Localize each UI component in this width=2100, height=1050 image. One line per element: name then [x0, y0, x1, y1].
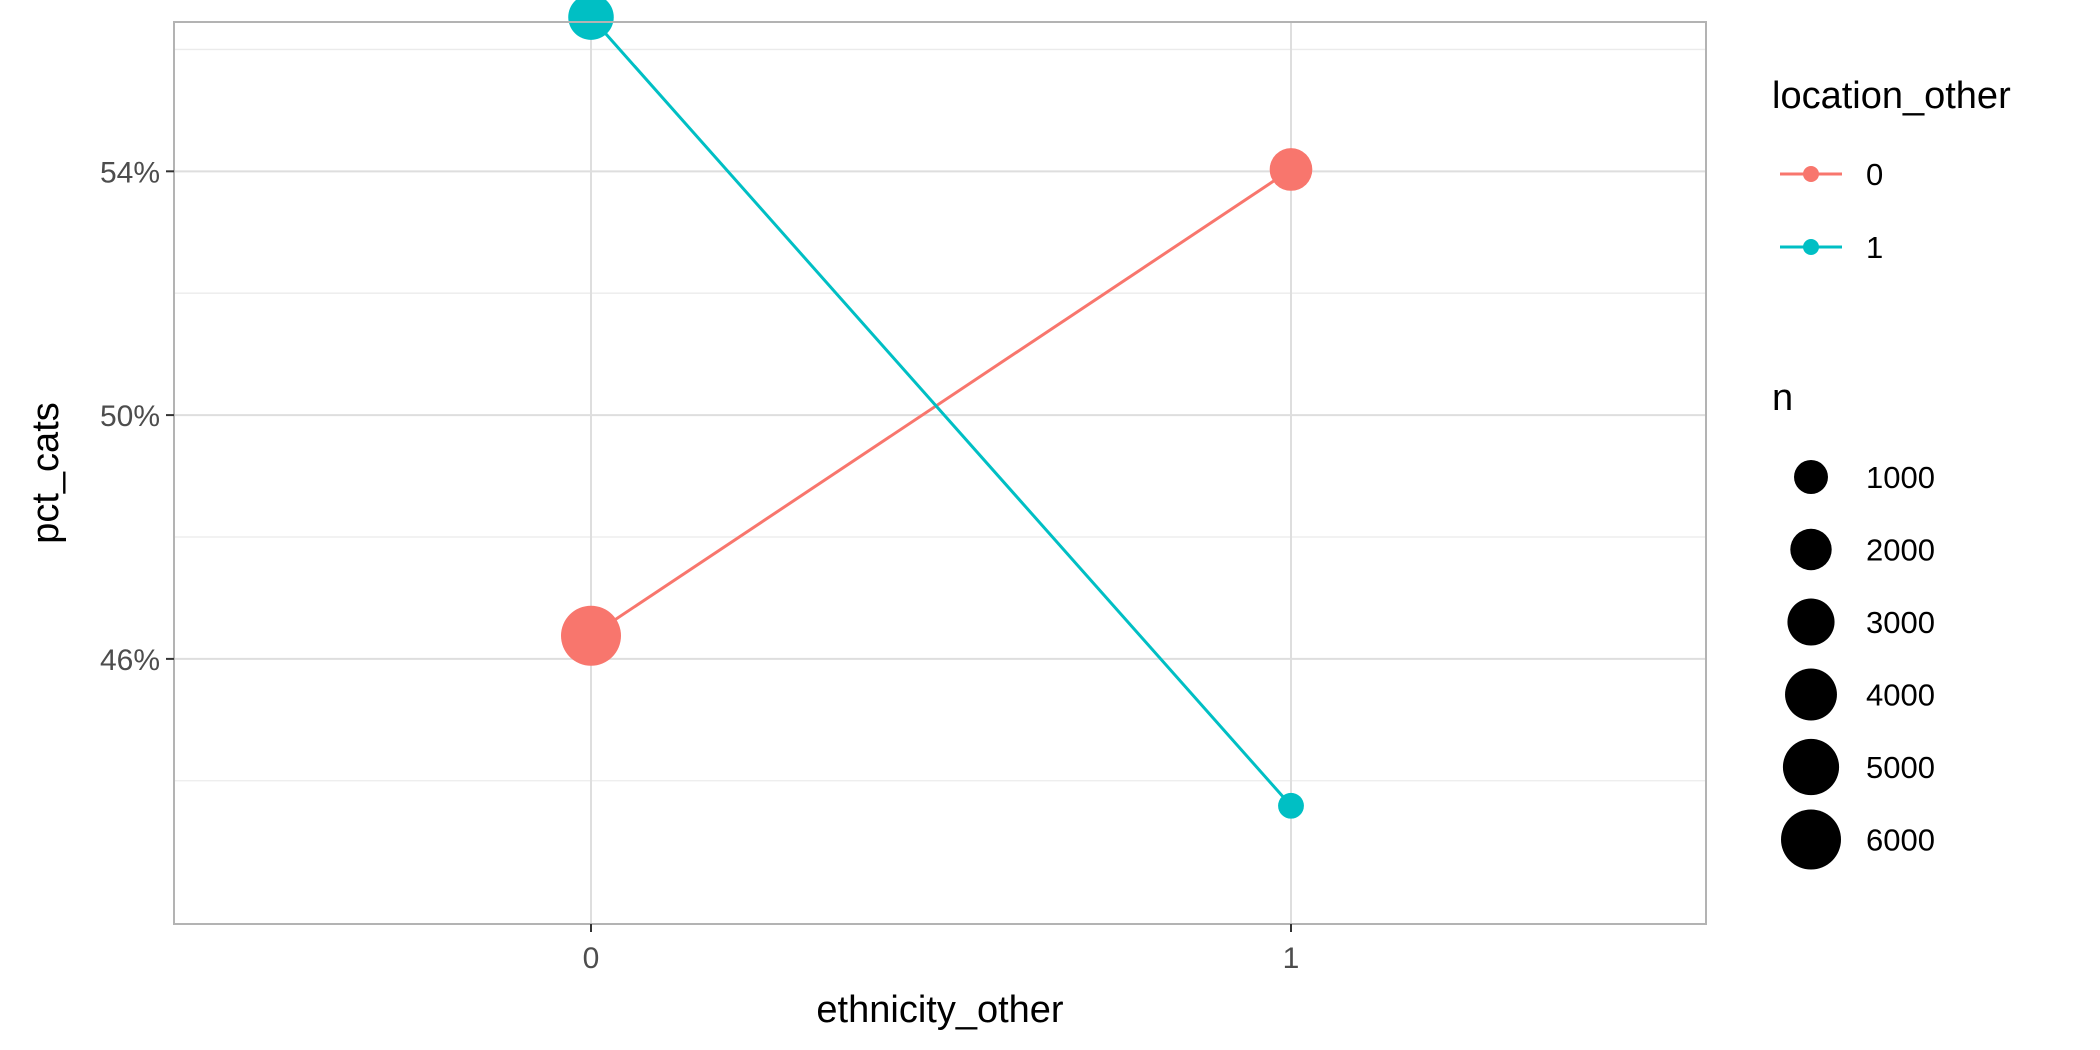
series-points: [561, 0, 1313, 819]
size-legend-key: [1785, 668, 1837, 721]
color-legend: location_other 0 1: [1772, 75, 2011, 265]
size-legend-label: 5000: [1866, 750, 1935, 785]
y-tick-label: 54%: [100, 156, 160, 189]
y-tick-label: 50%: [100, 400, 160, 433]
legend-point-0: [1803, 166, 1819, 182]
y-axis-title: pct_cats: [25, 402, 67, 544]
legend-point-1: [1803, 239, 1819, 255]
y-axis-ticks: 46% 50% 54%: [100, 156, 174, 677]
series-line-0: [590, 168, 1292, 637]
y-tick-label: 46%: [100, 644, 160, 677]
legend-label-1: 1: [1866, 230, 1883, 265]
size-legend-label: 1000: [1866, 460, 1935, 495]
size-legend-title: n: [1772, 377, 1793, 419]
size-legend-label: 2000: [1866, 533, 1935, 568]
size-legend-key: [1794, 460, 1828, 494]
data-point: [561, 605, 621, 666]
minor-gridlines: [174, 48, 1706, 782]
major-gridlines: [174, 22, 1706, 924]
x-tick-label: 0: [583, 942, 600, 975]
size-legend-key: [1782, 738, 1840, 796]
x-axis-title: ethnicity_other: [816, 989, 1063, 1031]
panel-border: [173, 21, 1707, 925]
color-legend-title: location_other: [1772, 75, 2011, 117]
legend-label-0: 0: [1866, 157, 1883, 192]
data-point: [1269, 148, 1313, 191]
size-legend-label: 6000: [1866, 823, 1935, 858]
series-line-1: [589, 16, 1293, 807]
x-tick-label: 1: [1283, 942, 1300, 975]
size-legend-key: [1781, 809, 1841, 870]
size-legend: n 1000 2000 3000 4000 5000 6000: [1772, 377, 1935, 870]
data-point: [1278, 792, 1304, 819]
series-lines: [589, 16, 1293, 807]
size-legend-key: [1787, 598, 1835, 646]
size-legend-label: 3000: [1866, 605, 1935, 640]
data-point: [568, 0, 614, 40]
size-legend-key: [1790, 528, 1832, 571]
size-legend-label: 4000: [1866, 678, 1935, 713]
